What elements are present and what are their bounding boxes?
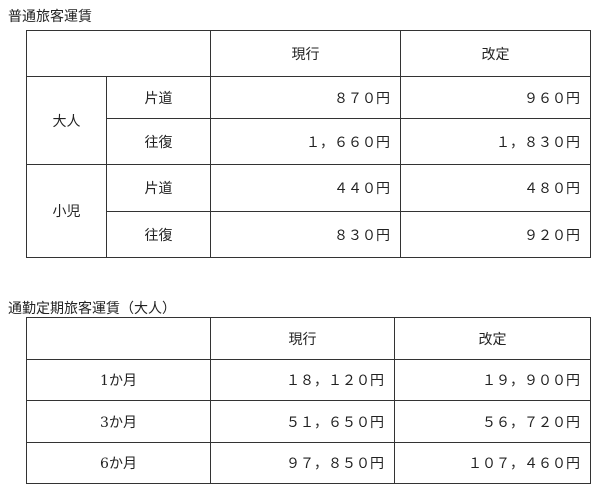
table-row: 大人 片道 ８７０円 ９６０円 <box>26 76 591 165</box>
revised-fare: ５６，７２０円 <box>394 400 591 443</box>
fare-type: 往復 <box>106 118 211 165</box>
commuter-fare-table: 現行 改定 1か月 １８，１２０円 １９，９００円 3か月 ５１，６５０円 ５６… <box>26 317 591 484</box>
revised-fare: ９６０円 <box>400 76 591 119</box>
table-row: 6か月 ９７，８５０円 １０７，４６０円 <box>26 442 591 484</box>
revised-fare: ９２０円 <box>400 211 591 258</box>
group-adult: 大人 <box>26 76 107 165</box>
current-fare: １８，１２０円 <box>210 359 395 401</box>
current-fare: ９７，８５０円 <box>210 442 395 484</box>
revised-fare: １９，９００円 <box>394 359 591 401</box>
current-fare: ４４０円 <box>210 164 401 212</box>
period: 3か月 <box>26 400 211 443</box>
current-fare: ８７０円 <box>210 76 401 119</box>
table-row: 3か月 ５１，６５０円 ５６，７２０円 <box>26 400 591 443</box>
current-fare: ５１，６５０円 <box>210 400 395 443</box>
revised-fare: ４８０円 <box>400 164 591 212</box>
header-empty <box>26 317 211 360</box>
period: 1か月 <box>26 359 211 401</box>
table-row: 往復 ８３０円 ９２０円 <box>27 211 591 258</box>
revised-fare: １０７，４６０円 <box>394 442 591 484</box>
header-row: 現行 改定 <box>26 317 591 360</box>
fare-type: 片道 <box>106 164 211 212</box>
header-revised: 改定 <box>394 317 591 360</box>
current-fare: １，６６０円 <box>210 118 401 165</box>
revised-fare: １，８３０円 <box>400 118 591 165</box>
header-empty <box>26 30 211 77</box>
header-revised: 改定 <box>400 30 591 77</box>
commuter-fare-title: 通勤定期旅客運賃（大人） <box>8 301 176 317</box>
ordinary-fare-table: 現行 改定 大人 片道 ８７０円 ９６０円 往復 １，６６０円 １，８３０円 小… <box>26 30 591 258</box>
header-row: 現行 改定 <box>26 30 591 77</box>
table-row: 往復 １，６６０円 １，８３０円 <box>27 118 591 165</box>
ordinary-fare-title: 普通旅客運賃 <box>8 9 92 25</box>
table-row: 小児 片道 ４４０円 ４８０円 <box>26 164 591 258</box>
fare-type: 往復 <box>106 211 211 258</box>
header-current: 現行 <box>210 317 395 360</box>
header-current: 現行 <box>210 30 401 77</box>
current-fare: ８３０円 <box>210 211 401 258</box>
group-child: 小児 <box>26 164 107 258</box>
fare-type: 片道 <box>106 76 211 119</box>
period: 6か月 <box>26 442 211 484</box>
table-row: 1か月 １８，１２０円 １９，９００円 <box>26 359 591 401</box>
